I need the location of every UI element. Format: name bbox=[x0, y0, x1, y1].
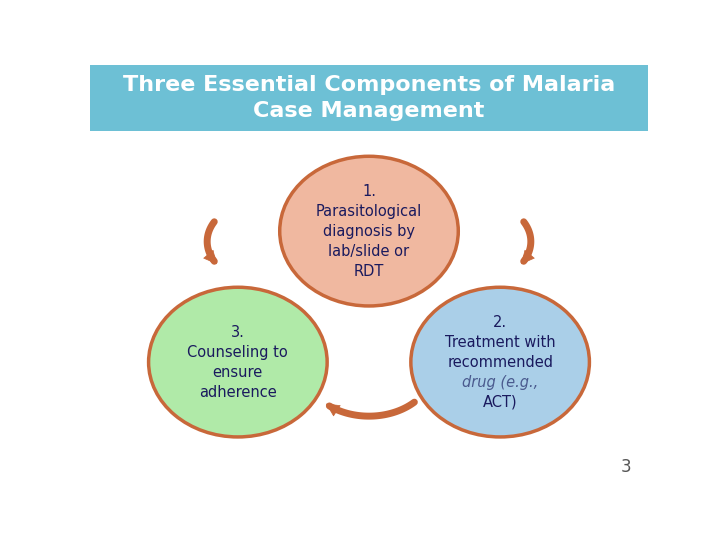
Text: Treatment with: Treatment with bbox=[445, 335, 555, 349]
Text: ACT): ACT) bbox=[483, 395, 518, 409]
Text: adherence: adherence bbox=[199, 384, 276, 400]
Text: 3.: 3. bbox=[231, 325, 245, 340]
Text: drug (e.g.,: drug (e.g., bbox=[462, 375, 539, 389]
Text: recommended: recommended bbox=[447, 355, 553, 369]
FancyBboxPatch shape bbox=[90, 65, 648, 131]
Text: 1.: 1. bbox=[362, 184, 376, 199]
Text: diagnosis by: diagnosis by bbox=[323, 224, 415, 239]
Text: 3: 3 bbox=[621, 458, 631, 476]
Text: Parasitological: Parasitological bbox=[316, 204, 422, 219]
Text: 2.: 2. bbox=[493, 315, 507, 330]
Text: Three Essential Components of Malaria
Case Management: Three Essential Components of Malaria Ca… bbox=[123, 75, 615, 121]
Ellipse shape bbox=[148, 287, 327, 437]
Ellipse shape bbox=[411, 287, 590, 437]
Text: RDT: RDT bbox=[354, 264, 384, 279]
Text: ensure: ensure bbox=[212, 364, 263, 380]
Text: lab/slide or: lab/slide or bbox=[328, 244, 410, 259]
Text: Counseling to: Counseling to bbox=[187, 345, 288, 360]
Ellipse shape bbox=[280, 156, 458, 306]
